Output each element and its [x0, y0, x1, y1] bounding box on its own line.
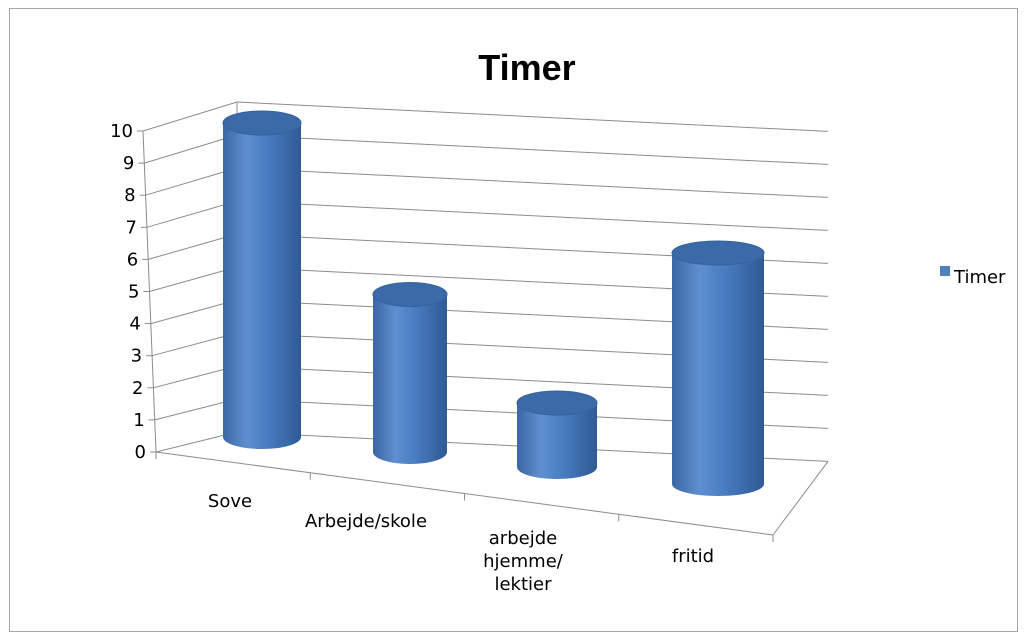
floor-edge	[773, 461, 828, 535]
y-tick-label: 4	[129, 314, 140, 335]
gridline	[237, 135, 828, 164]
gridline	[237, 168, 828, 197]
y-tick-label: 9	[123, 153, 134, 174]
y-axis-ticks: 0 1 2 3 4 5 6 7 8 9 10	[110, 121, 146, 463]
bar	[223, 111, 301, 449]
bar-top	[373, 283, 447, 307]
bar	[373, 283, 447, 465]
legend-label: Timer	[953, 267, 1006, 288]
y-tick-label: 10	[110, 121, 133, 142]
bar	[672, 241, 764, 496]
bar-body	[223, 123, 301, 449]
x-tick-label: Sove	[208, 491, 252, 512]
gridline	[237, 201, 828, 230]
y-tick-label: 1	[133, 410, 144, 431]
x-tick-label: arbejde hjemme/lektier	[483, 528, 564, 595]
side-gridline	[143, 102, 237, 131]
gridline	[237, 102, 828, 131]
y-tick-label: 5	[128, 282, 139, 303]
legend-swatch	[940, 266, 950, 276]
x-tick-label: Arbejde/skole	[305, 511, 427, 532]
bar-top	[223, 111, 301, 135]
bar-top	[517, 391, 597, 415]
bar-top	[672, 241, 764, 265]
y-tick-label: 7	[125, 217, 136, 238]
x-tick-label: fritid	[672, 546, 714, 567]
y-tick-label: 0	[135, 442, 146, 463]
bar-body	[373, 295, 447, 465]
legend: Timer	[940, 266, 1006, 288]
y-tick-label: 2	[132, 378, 143, 399]
bar-body	[672, 253, 764, 496]
x-axis-labels: Sove Arbejde/skole arbejde hjemme/lektier fr…	[208, 491, 714, 595]
bar	[517, 391, 597, 479]
y-tick-label: 6	[127, 249, 138, 270]
y-tick-label: 3	[131, 346, 142, 367]
chart-title: Timer	[478, 47, 575, 88]
y-tick-label: 8	[124, 185, 135, 206]
